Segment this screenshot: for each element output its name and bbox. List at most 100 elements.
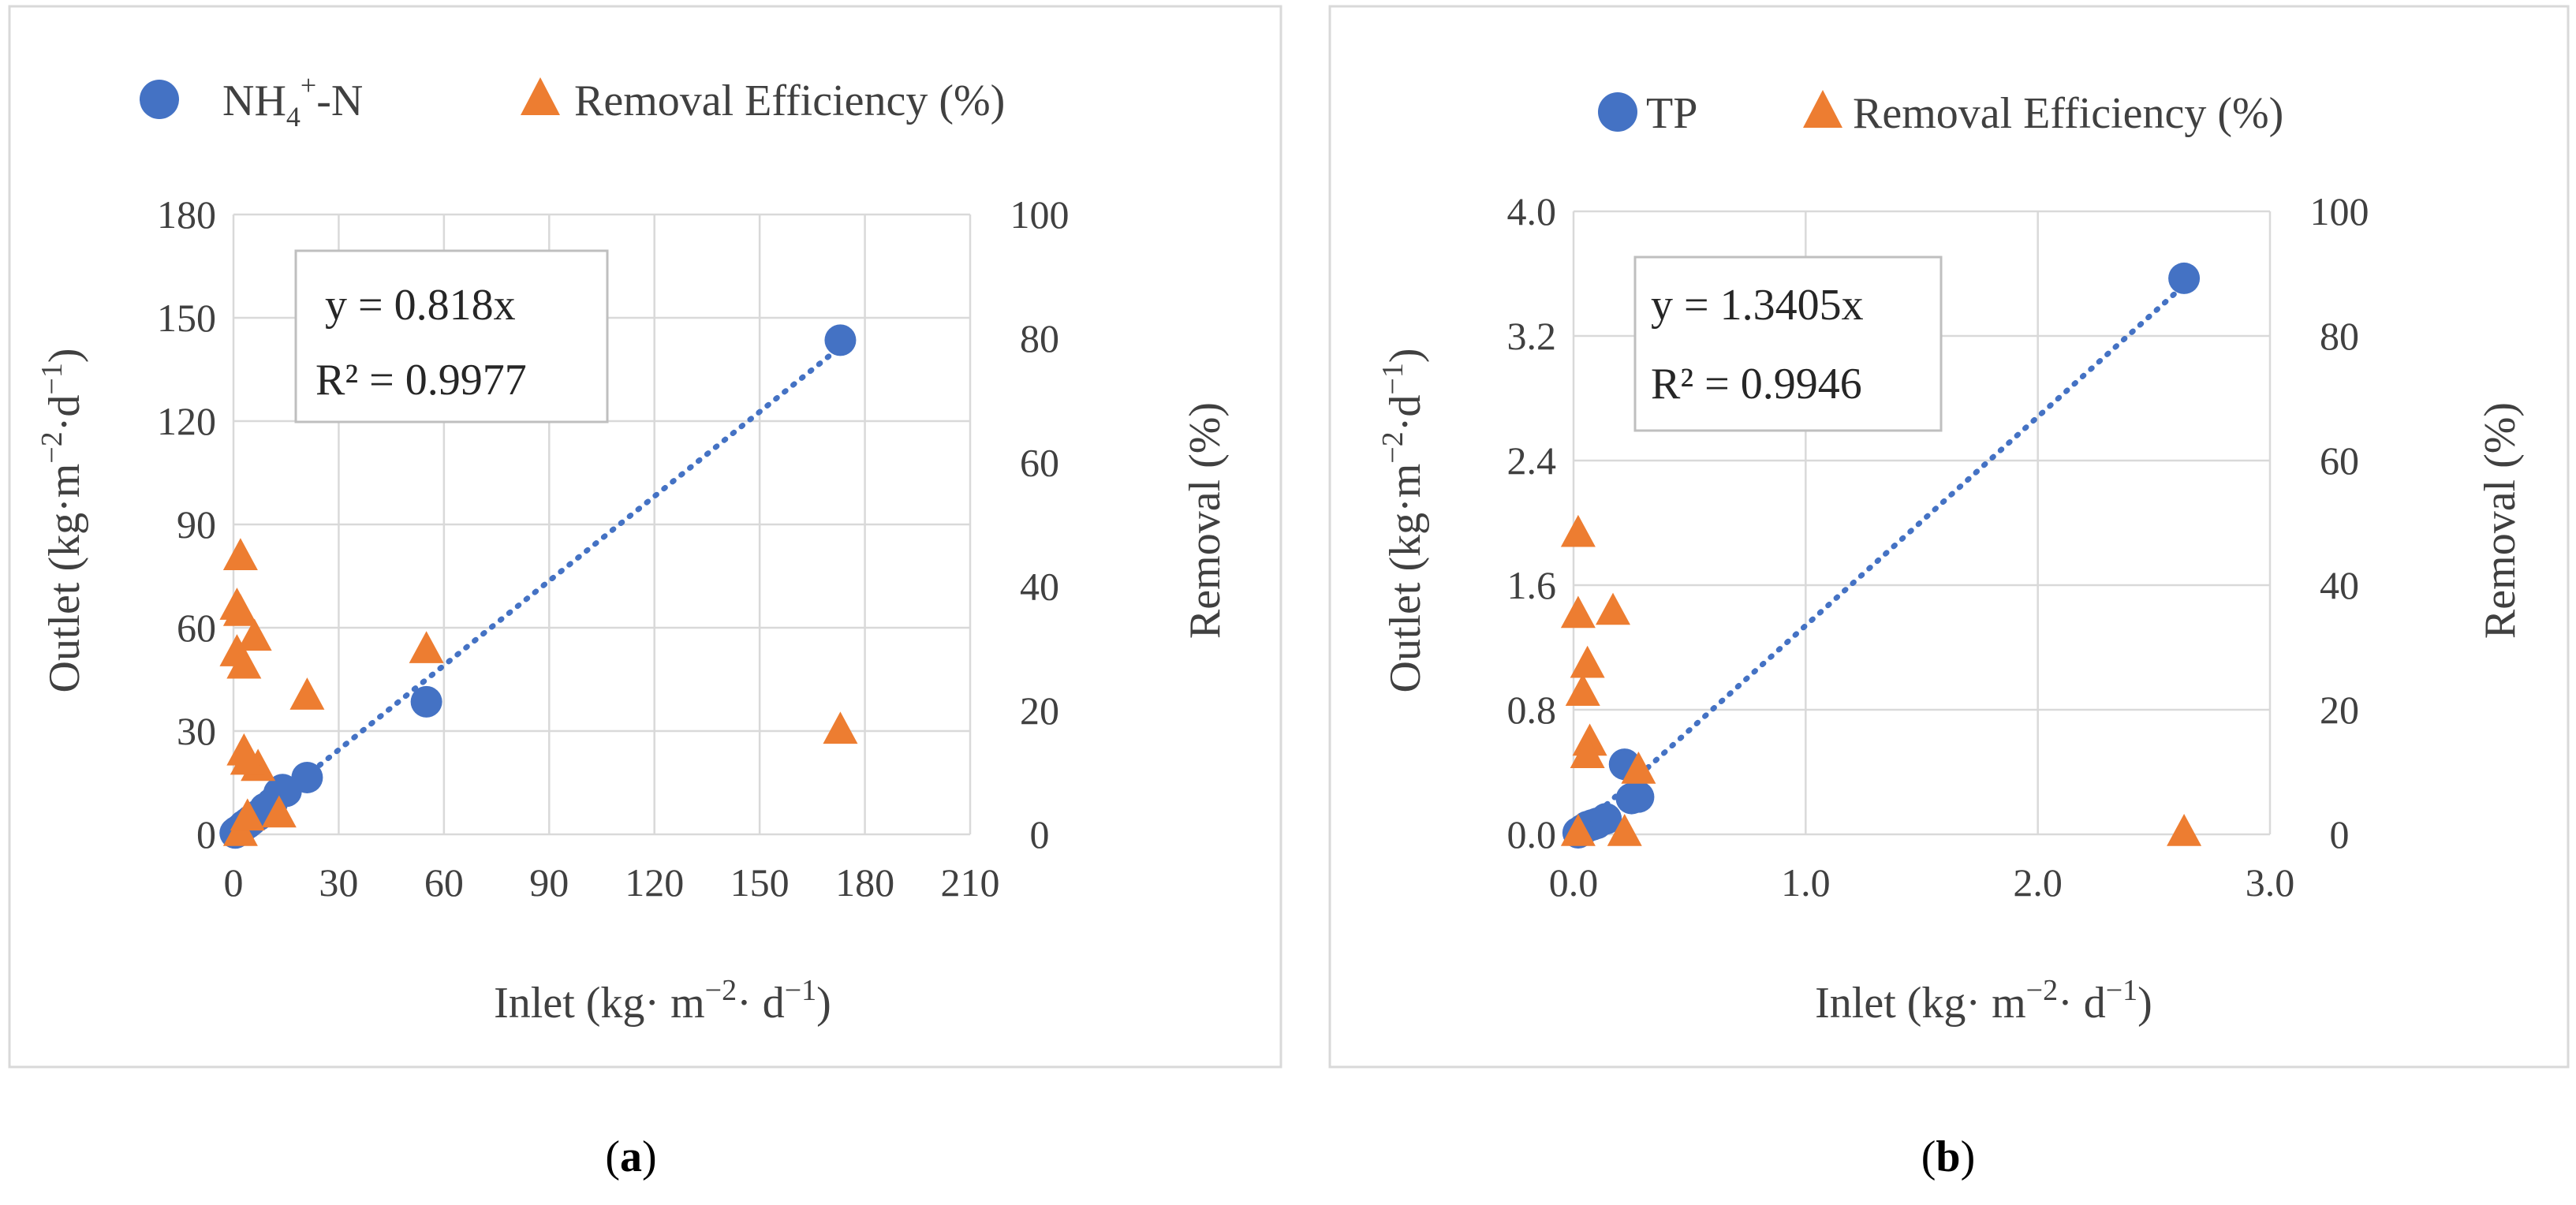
legend-b-series1-label: TP (1646, 89, 1697, 138)
panel-b-tick-labels: 0.0 0.8 1.6 2.4 3.2 4.0 0.0 1.0 2.0 3.0 0 20 40 60 80 1… (1507, 189, 2369, 905)
y-tick-label: 0.8 (1507, 688, 1557, 732)
x-axis-label-b: Inlet (kg· m−2· d−1) (1815, 974, 2152, 1028)
panel-b-frame (1328, 5, 2570, 1069)
panel-a-frame (8, 5, 1282, 1069)
x-tick-label: 30 (319, 860, 358, 905)
y-tick-label: 150 (157, 296, 216, 340)
data-point-triangle (1596, 592, 1631, 625)
data-point-triangle (261, 795, 297, 828)
y2-tick-label: 60 (1020, 440, 1059, 484)
y-tick-label: 60 (177, 606, 216, 650)
data-point-circle (1622, 781, 1655, 813)
y2-tick-label: 40 (1020, 565, 1059, 609)
panel-a-legend: NH4+-N Removal Efficiency (%) (140, 69, 1005, 132)
equation-b-frame (1633, 256, 1943, 432)
x-tick-label: 0.0 (1549, 860, 1599, 905)
x-tick-label: 150 (730, 860, 790, 905)
x-tick-label: 180 (835, 860, 894, 905)
legend-b-series2-label: Removal Efficiency (%) (1853, 89, 2283, 138)
y2-tick-label: 80 (1020, 316, 1059, 360)
data-point-triangle (230, 742, 265, 775)
panel-a-trendline-group (230, 344, 843, 838)
data-point-triangle (2167, 814, 2202, 846)
equation-a-frame (294, 249, 609, 423)
equation-b-text: y = 1.3405x (1651, 281, 1864, 330)
legend-a-series2-label: Removal Efficiency (%) (574, 76, 1005, 125)
equation-a-text: y = 0.818x (325, 281, 516, 330)
x-tick-label: 60 (424, 860, 464, 905)
chart-panel-a: NH4+-N Removal Efficiency (%) 0 30 60 90 120… (8, 5, 1282, 1069)
data-point-triangle (1565, 673, 1600, 706)
x-tick-label: 0 (224, 860, 244, 905)
y2-tick-label: 40 (2320, 563, 2359, 607)
data-point-triangle (1560, 595, 1596, 629)
data-point-triangle (409, 631, 444, 663)
data-point-triangle (1621, 752, 1656, 784)
y-tick-label: 3.2 (1507, 314, 1557, 358)
y2-tick-label: 20 (2320, 688, 2359, 732)
x-axis-label-a: Inlet (kg· m−2· d−1) (494, 974, 831, 1028)
y-tick-label: 4.0 (1507, 189, 1557, 233)
panel-b-trendline-group (1570, 282, 2187, 838)
y2-tick-label: 60 (2320, 438, 2359, 483)
trendline (230, 344, 843, 838)
caption-b: (b) (1921, 1132, 1975, 1181)
data-point-circle (291, 761, 323, 793)
caption-a: (a) (605, 1132, 656, 1181)
legend-b-circle-marker (1598, 92, 1637, 132)
y2-tick-label: 100 (2310, 189, 2369, 233)
y2-tick-label: 20 (1020, 688, 1059, 733)
x-tick-label: 120 (625, 860, 684, 905)
data-point-triangle (1570, 736, 1605, 768)
y2-tick-label: 100 (1010, 192, 1070, 237)
y-axis-label-a: Outlet (kg·m−2·d−1) (35, 348, 89, 692)
data-point-circle (1590, 803, 1622, 835)
y-tick-label: 2.4 (1507, 438, 1557, 483)
x-tick-label: 1.0 (1781, 860, 1831, 905)
y2-axis-label-b: Removal (%) (2476, 402, 2525, 639)
x-tick-label: 2.0 (2013, 860, 2063, 905)
panel-b-legend: TP Removal Efficiency (%) (1598, 89, 2283, 138)
y-tick-label: 1.6 (1507, 563, 1557, 607)
panel-b-equation-box: y = 1.3405x R² = 0.9946 (1633, 256, 1943, 432)
data-point-triangle (237, 618, 272, 651)
x-tick-label: 210 (941, 860, 1000, 905)
panel-a-markers (219, 324, 858, 849)
panel-b-gridlines (1572, 210, 2272, 836)
data-point-triangle (222, 538, 258, 570)
panel-a-tick-labels: 0 30 60 90 120 150 180 0 30 60 90 120 150 180 210 0 20 40… (157, 192, 1070, 905)
data-point-triangle (230, 798, 265, 831)
data-point-triangle (289, 677, 325, 710)
y2-axis-label-a: Removal (%) (1181, 402, 1230, 639)
y-tick-label: 0.0 (1507, 812, 1557, 856)
legend-a-series1-label: NH4+-N (222, 69, 363, 132)
r-squared-b-text: R² = 0.9946 (1651, 360, 1862, 409)
x-tick-label: 90 (529, 860, 569, 905)
data-point-circle (824, 324, 857, 356)
legend-b-triangle-marker (1803, 90, 1842, 128)
y-tick-label: 30 (177, 709, 216, 753)
y-tick-label: 0 (196, 812, 216, 856)
y2-tick-label: 0 (2330, 812, 2350, 856)
legend-a-circle-marker (140, 80, 179, 119)
y-tick-label: 90 (177, 502, 216, 547)
panel-b-markers (1560, 262, 2202, 849)
data-point-triangle (1607, 814, 1642, 846)
panel-a-equation-box: y = 0.818x R² = 0.9977 (294, 249, 609, 423)
data-point-triangle (1560, 514, 1596, 547)
data-point-triangle (226, 646, 262, 679)
data-point-triangle (222, 594, 258, 626)
data-point-triangle (823, 711, 858, 744)
y-axis-label-b: Outlet (kg·m−2·d−1) (1376, 348, 1430, 692)
y-tick-label: 120 (157, 399, 216, 443)
data-point-triangle (1572, 723, 1607, 756)
y2-tick-label: 0 (1030, 812, 1050, 856)
r-squared-a-text: R² = 0.9977 (315, 356, 527, 405)
y-tick-label: 180 (157, 192, 216, 237)
trendline (1570, 282, 2187, 838)
data-point-triangle (1560, 814, 1596, 846)
data-point-triangle (1570, 645, 1605, 678)
data-point-circle (2168, 262, 2201, 294)
y2-tick-label: 80 (2320, 314, 2359, 358)
